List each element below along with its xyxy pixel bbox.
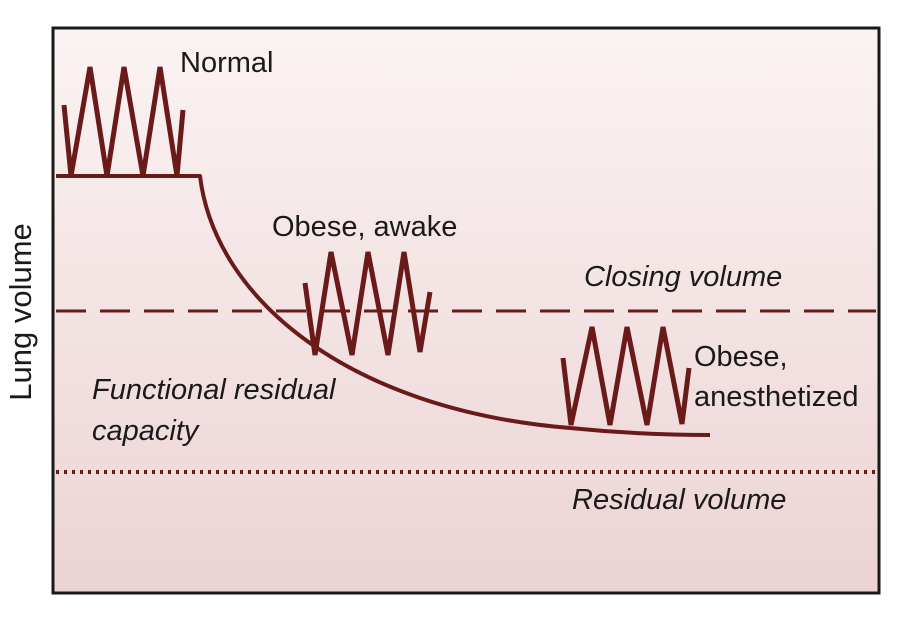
obese-anesthetized-breathing-waveform — [560, 326, 692, 426]
residual-volume-label: Residual volume — [572, 484, 786, 516]
obese-awake-label: Obese, awake — [272, 211, 457, 243]
closing-volume-label: Closing volume — [584, 261, 782, 293]
y-axis-label: Lung volume — [3, 223, 38, 401]
frc-label-line1: Functional residual — [92, 374, 337, 406]
obese-anesthetized-label-line2: anesthetized — [694, 381, 858, 413]
normal-breathing-waveform — [61, 66, 186, 177]
functional-residual-capacity-curve — [56, 174, 711, 437]
frc-label-line2: capacity — [92, 415, 200, 447]
obese-anesthetized-label-line1: Obese, — [694, 341, 788, 373]
normal-label: Normal — [180, 47, 273, 79]
obese-awake-breathing-waveform — [302, 251, 433, 356]
